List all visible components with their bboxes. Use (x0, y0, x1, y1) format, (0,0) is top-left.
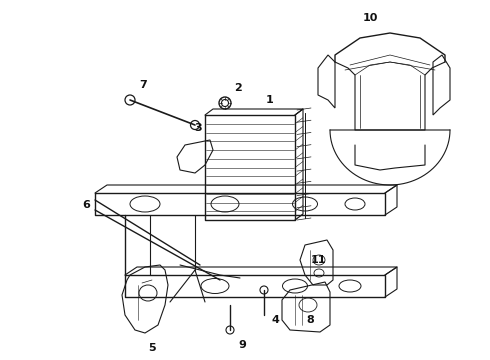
Text: 4: 4 (271, 315, 279, 325)
Text: 1: 1 (266, 95, 274, 105)
Text: 6: 6 (82, 200, 90, 210)
Text: 10: 10 (362, 13, 378, 23)
Text: 8: 8 (306, 315, 314, 325)
Text: 5: 5 (148, 343, 156, 353)
Text: 2: 2 (234, 83, 242, 93)
Text: 11: 11 (310, 255, 326, 265)
Text: 3: 3 (194, 123, 202, 133)
Text: 7: 7 (139, 80, 147, 90)
Text: 9: 9 (238, 340, 246, 350)
